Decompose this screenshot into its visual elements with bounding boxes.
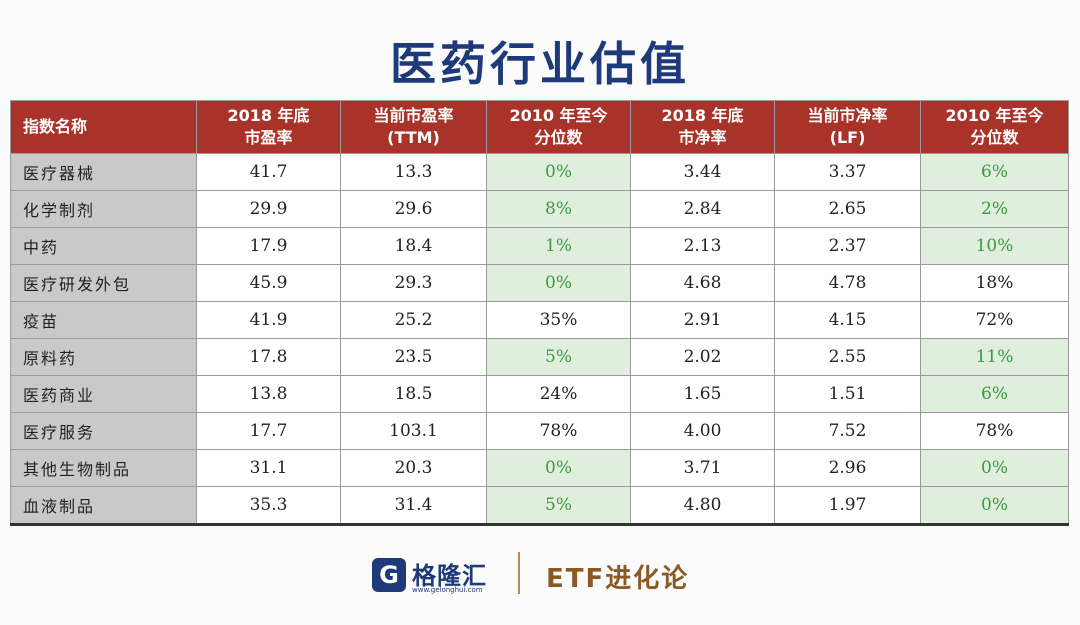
- pb-lf-cell: 4.15: [774, 301, 921, 339]
- index-name-cell: 医药商业: [10, 375, 197, 413]
- pe-2018-cell: 17.8: [196, 338, 341, 376]
- pb-lf-cell: 3.37: [774, 153, 921, 191]
- valuation-table: 指数名称 2018 年底 市盈率 当前市盈率 (TTM) 2010 年至今 分位数 2…: [10, 100, 1069, 526]
- table-row: 化学制剂 29.9 29.6 8% 2.84 2.65 2%: [10, 190, 1069, 228]
- table-row: 中药 17.9 18.4 1% 2.13 2.37 10%: [10, 227, 1069, 265]
- index-name-cell: 医疗服务: [10, 412, 197, 450]
- pe-percentile-cell: 1%: [486, 227, 631, 265]
- pb-percentile-cell: 6%: [920, 153, 1069, 191]
- index-name-cell: 其他生物制品: [10, 449, 197, 487]
- index-name-cell: 医疗研发外包: [10, 264, 197, 302]
- pe-2018-cell: 13.8: [196, 375, 341, 413]
- pe-percentile-cell: 5%: [486, 486, 631, 525]
- pb-lf-cell: 2.65: [774, 190, 921, 228]
- channel-name: ETF进化论: [546, 564, 690, 594]
- pe-ttm-cell: 31.4: [340, 486, 487, 525]
- table-row: 医疗器械 41.7 13.3 0% 3.44 3.37 6%: [10, 153, 1069, 191]
- pe-2018-cell: 31.1: [196, 449, 341, 487]
- pb-lf-cell: 2.55: [774, 338, 921, 376]
- table-row: 血液制品 35.3 31.4 5% 4.80 1.97 0%: [10, 486, 1069, 525]
- index-name-cell: 化学制剂: [10, 190, 197, 228]
- index-name-cell: 血液制品: [10, 486, 197, 525]
- pb-percentile-cell: 11%: [920, 338, 1069, 376]
- pb-2018-cell: 4.00: [630, 412, 775, 450]
- pe-ttm-cell: 25.2: [340, 301, 487, 339]
- pe-ttm-cell: 29.6: [340, 190, 487, 228]
- pe-percentile-cell: 0%: [486, 449, 631, 487]
- pb-percentile-cell: 72%: [920, 301, 1069, 339]
- table-row: 医疗研发外包 45.9 29.3 0% 4.68 4.78 18%: [10, 264, 1069, 302]
- table-row: 医疗服务 17.7 103.1 78% 4.00 7.52 78%: [10, 412, 1069, 450]
- pb-lf-cell: 4.78: [774, 264, 921, 302]
- index-name-cell: 中药: [10, 227, 197, 265]
- footer-branding: G 格隆汇 www.gelonghui.com ETF进化论: [0, 550, 1080, 600]
- pe-2018-cell: 41.7: [196, 153, 341, 191]
- pb-2018-cell: 2.02: [630, 338, 775, 376]
- table-row: 原料药 17.8 23.5 5% 2.02 2.55 11%: [10, 338, 1069, 376]
- pb-2018-cell: 3.71: [630, 449, 775, 487]
- header-pb-lf: 当前市净率 (LF): [774, 100, 921, 154]
- pb-percentile-cell: 10%: [920, 227, 1069, 265]
- logo-url: www.gelonghui.com: [412, 586, 483, 594]
- pe-2018-cell: 35.3: [196, 486, 341, 525]
- table-row: 疫苗 41.9 25.2 35% 2.91 4.15 72%: [10, 301, 1069, 339]
- header-pe-ttm: 当前市盈率 (TTM): [340, 100, 487, 154]
- header-pb-percentile: 2010 年至今 分位数: [920, 100, 1069, 154]
- pe-2018-cell: 29.9: [196, 190, 341, 228]
- pb-percentile-cell: 6%: [920, 375, 1069, 413]
- pb-percentile-cell: 18%: [920, 264, 1069, 302]
- pb-2018-cell: 1.65: [630, 375, 775, 413]
- pb-lf-cell: 1.51: [774, 375, 921, 413]
- pe-percentile-cell: 0%: [486, 153, 631, 191]
- pb-lf-cell: 2.37: [774, 227, 921, 265]
- pe-percentile-cell: 8%: [486, 190, 631, 228]
- table-row: 其他生物制品 31.1 20.3 0% 3.71 2.96 0%: [10, 449, 1069, 487]
- table-row: 医药商业 13.8 18.5 24% 1.65 1.51 6%: [10, 375, 1069, 413]
- pe-ttm-cell: 20.3: [340, 449, 487, 487]
- pb-2018-cell: 2.84: [630, 190, 775, 228]
- pb-2018-cell: 4.68: [630, 264, 775, 302]
- gelonghui-logo-icon: G: [372, 558, 406, 592]
- pe-percentile-cell: 5%: [486, 338, 631, 376]
- pe-ttm-cell: 18.4: [340, 227, 487, 265]
- pe-ttm-cell: 23.5: [340, 338, 487, 376]
- header-index-name: 指数名称: [10, 100, 197, 154]
- pb-percentile-cell: 78%: [920, 412, 1069, 450]
- pb-2018-cell: 4.80: [630, 486, 775, 525]
- pe-percentile-cell: 35%: [486, 301, 631, 339]
- pb-2018-cell: 2.13: [630, 227, 775, 265]
- pe-ttm-cell: 103.1: [340, 412, 487, 450]
- index-name-cell: 医疗器械: [10, 153, 197, 191]
- pe-percentile-cell: 78%: [486, 412, 631, 450]
- table-header-row: 指数名称 2018 年底 市盈率 当前市盈率 (TTM) 2010 年至今 分位数 2…: [10, 100, 1069, 154]
- pe-percentile-cell: 0%: [486, 264, 631, 302]
- pe-2018-cell: 17.9: [196, 227, 341, 265]
- pe-ttm-cell: 13.3: [340, 153, 487, 191]
- pe-ttm-cell: 29.3: [340, 264, 487, 302]
- pb-lf-cell: 2.96: [774, 449, 921, 487]
- header-pe-percentile: 2010 年至今 分位数: [486, 100, 631, 154]
- footer-divider: [518, 552, 520, 594]
- pb-2018-cell: 3.44: [630, 153, 775, 191]
- logo-name: 格隆汇: [412, 562, 487, 590]
- pb-lf-cell: 1.97: [774, 486, 921, 525]
- pb-percentile-cell: 2%: [920, 190, 1069, 228]
- header-pe-2018: 2018 年底 市盈率: [196, 100, 341, 154]
- header-pb-2018: 2018 年底 市净率: [630, 100, 775, 154]
- pe-2018-cell: 17.7: [196, 412, 341, 450]
- pb-percentile-cell: 0%: [920, 449, 1069, 487]
- pb-percentile-cell: 0%: [920, 486, 1069, 525]
- pb-lf-cell: 7.52: [774, 412, 921, 450]
- index-name-cell: 疫苗: [10, 301, 197, 339]
- pe-ttm-cell: 18.5: [340, 375, 487, 413]
- pe-2018-cell: 41.9: [196, 301, 341, 339]
- pe-percentile-cell: 24%: [486, 375, 631, 413]
- page-title: 医药行业估值: [390, 37, 690, 91]
- pe-2018-cell: 45.9: [196, 264, 341, 302]
- pb-2018-cell: 2.91: [630, 301, 775, 339]
- index-name-cell: 原料药: [10, 338, 197, 376]
